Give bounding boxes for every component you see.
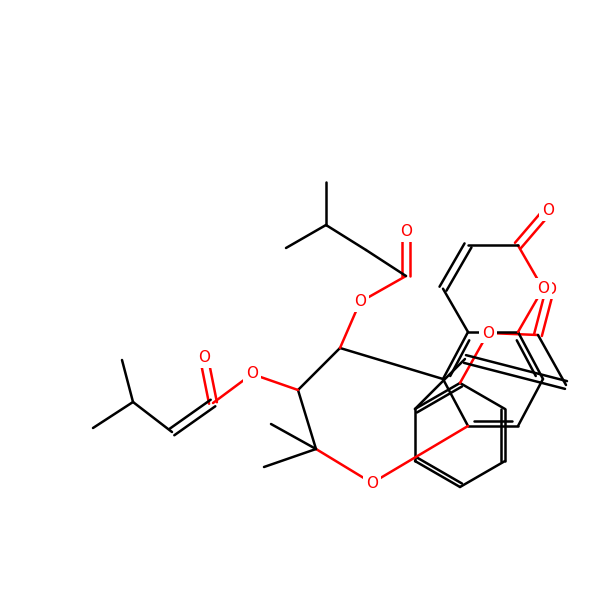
Text: O: O — [366, 475, 378, 491]
Text: O: O — [482, 325, 494, 340]
Text: O: O — [246, 367, 258, 382]
Text: O: O — [544, 281, 556, 296]
Text: O: O — [354, 295, 366, 310]
Text: O: O — [542, 203, 554, 218]
Text: O: O — [198, 350, 210, 365]
Text: O: O — [400, 224, 412, 239]
Text: O: O — [537, 281, 549, 296]
